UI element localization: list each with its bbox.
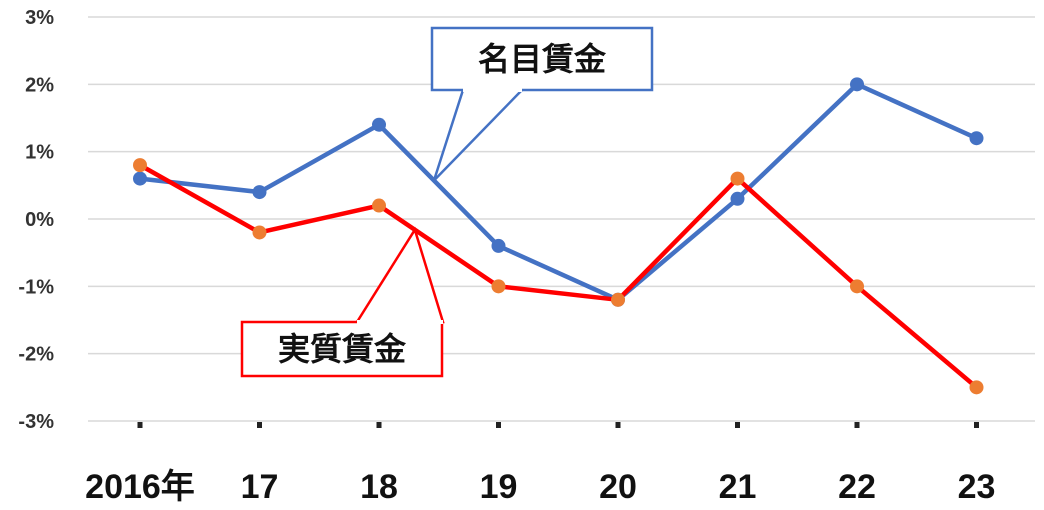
x-tick-mark	[257, 422, 262, 428]
data-point-nominal-wage	[969, 131, 984, 146]
x-tick-label: 20	[599, 468, 637, 506]
y-tick-label: -1%	[18, 276, 54, 298]
callouts: 名目賃金 実質賃金	[240, 26, 654, 378]
series-real-wage	[133, 158, 984, 395]
x-tick-mark	[376, 422, 382, 428]
x-tick-label: 22	[838, 468, 876, 506]
data-point-nominal-wage	[252, 185, 267, 200]
y-axis-ticks: 3% 2% 1% 0% -1% -2% -3%	[18, 7, 54, 433]
y-tick-label: -3%	[18, 411, 54, 433]
data-point-real-wage	[611, 292, 625, 307]
data-point-nominal-wage	[372, 117, 386, 132]
data-point-real-wage	[491, 279, 506, 294]
series-line-nominal-wage	[139, 82, 978, 303]
data-point-real-wage	[969, 380, 984, 395]
x-tick-mark	[974, 422, 979, 428]
x-tick-label: 2016年	[85, 468, 195, 506]
x-tick-mark	[615, 422, 621, 428]
y-tick-label: 1%	[25, 142, 54, 164]
x-tick-label: 17	[241, 468, 279, 506]
data-point-real-wage	[372, 198, 386, 213]
data-point-nominal-wage	[491, 238, 506, 253]
data-point-real-wage	[730, 171, 745, 186]
callout-nominal: 名目賃金	[430, 26, 654, 182]
x-tick-mark	[854, 422, 860, 428]
data-point-nominal-wage	[850, 77, 864, 92]
y-tick-label: 2%	[25, 74, 54, 96]
callout-real-label: 実質賃金	[278, 330, 407, 368]
callout-real-box	[240, 320, 444, 378]
series-line-real-wage	[138, 163, 978, 390]
y-tick-label: 0%	[25, 209, 54, 231]
callout-nominal-pointer	[432, 88, 525, 182]
callout-nominal-box	[430, 26, 654, 92]
data-point-real-wage	[850, 279, 864, 294]
x-tick-mark	[735, 422, 740, 428]
data-point-nominal-wage	[730, 191, 745, 206]
callout-nominal-label: 名目賃金	[478, 40, 607, 78]
x-tick-mark	[137, 422, 143, 428]
series-layer	[133, 77, 984, 395]
x-tick-label: 23	[958, 468, 996, 506]
x-tick-mark	[496, 422, 501, 428]
series-nominal-wage	[133, 77, 984, 307]
data-point-real-wage	[252, 225, 267, 240]
x-axis-ticks: 2016年 17 18 19 20 21 22 23	[85, 422, 995, 506]
x-tick-label: 21	[719, 468, 757, 506]
x-tick-label: 18	[360, 468, 398, 506]
y-tick-label: -2%	[18, 344, 54, 366]
y-tick-label: 3%	[25, 7, 54, 29]
callout-real: 実質賃金	[240, 226, 445, 378]
x-tick-label: 19	[480, 468, 518, 506]
data-point-nominal-wage	[133, 171, 147, 186]
data-point-real-wage	[133, 158, 147, 173]
callout-real-pointer	[354, 226, 445, 324]
